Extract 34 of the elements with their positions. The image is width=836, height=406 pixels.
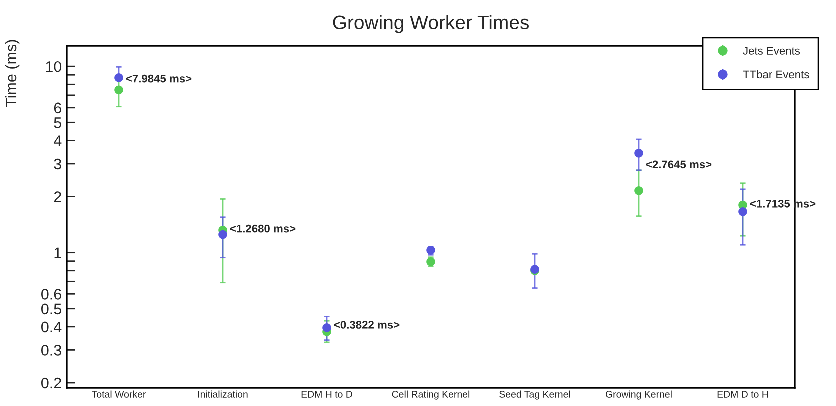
y-tick-label: 0.6 xyxy=(42,289,62,300)
point xyxy=(738,207,748,216)
y-tick-label: 0.4 xyxy=(42,322,62,333)
y-tick-label: 3 xyxy=(54,158,62,170)
point xyxy=(218,230,228,240)
x-tick-label: Cell Rating Kernel xyxy=(392,390,470,400)
x-tick-label: Growing Kernel xyxy=(606,390,672,400)
y-axis-title: Time (ms) xyxy=(5,40,20,108)
legend-label: TTbar Events xyxy=(743,70,810,79)
annotation: <7.9845 ms> xyxy=(126,74,192,83)
annotation: <0.3822 ms> xyxy=(334,321,400,329)
annotation: <1.2680 ms> xyxy=(230,224,296,233)
point xyxy=(322,324,332,332)
point xyxy=(114,74,124,82)
y-tick-label: 6 xyxy=(54,102,62,114)
y-tick-label: 0.3 xyxy=(42,345,62,356)
point xyxy=(114,86,124,95)
point xyxy=(634,148,644,158)
y-tick-label: 4 xyxy=(54,136,62,146)
y-tick-label: 2 xyxy=(54,192,62,202)
chart-title: Growing Worker Times xyxy=(333,15,529,34)
x-tick-label: Initialization xyxy=(198,390,248,398)
annotation: <2.7645 ms> xyxy=(646,160,712,169)
legend-label: Jets Events xyxy=(743,47,800,55)
x-tick-label: EDM D to H xyxy=(718,391,768,398)
y-tick-label: 0.5 xyxy=(42,304,62,315)
point xyxy=(634,186,644,196)
y-tick-label: 1 xyxy=(54,248,62,258)
x-tick-label: Seed Tag Kernel xyxy=(500,390,570,400)
y-tick-label: 0.2 xyxy=(42,378,62,389)
x-tick-label: EDM H to D xyxy=(302,391,352,398)
y-tick-label: 10 xyxy=(46,61,62,72)
y-tick-label: 5 xyxy=(54,118,62,128)
x-tick-label: Total Worker xyxy=(92,390,146,398)
